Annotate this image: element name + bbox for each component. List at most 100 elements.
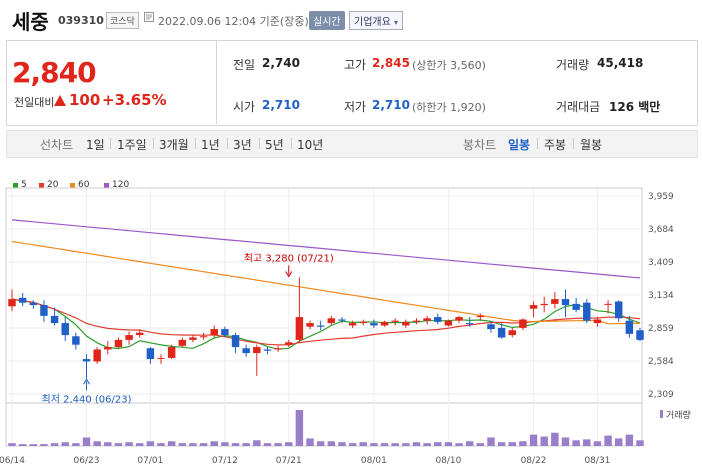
candle [306, 323, 314, 327]
candle [114, 339, 123, 348]
period-3y[interactable]: 3년 [233, 138, 252, 152]
volume-bar [476, 443, 485, 446]
y-tick-label: 3,409 [648, 258, 674, 268]
candle [625, 320, 634, 334]
legend-ma60: 60 [78, 180, 90, 190]
candle [572, 303, 580, 310]
candle [231, 335, 240, 348]
volume-bar [61, 442, 69, 446]
volume-bar [178, 443, 187, 446]
ma5-line [11, 298, 641, 350]
candle [455, 317, 463, 321]
volume-bar [93, 441, 101, 446]
low-label: 저가 [344, 100, 367, 114]
volume-bar [444, 442, 453, 446]
y-tick-label: 2,309 [648, 390, 674, 400]
candle [370, 323, 378, 326]
period-10y[interactable]: 10년 [297, 138, 324, 152]
candle [551, 299, 559, 304]
candle [61, 323, 69, 336]
candle [380, 321, 389, 326]
candle [593, 319, 602, 324]
volume-bar [285, 442, 293, 446]
volume-bar [8, 443, 16, 446]
volume-bar [423, 443, 431, 446]
y-tick-label: 2,859 [648, 324, 674, 334]
stock-code: 039310 [58, 14, 104, 27]
candle [423, 318, 431, 321]
high-annotation: 최고 3,280 (07/21) [244, 252, 334, 264]
volume-label: 거래량 [556, 58, 590, 72]
up-arrow-icon [54, 95, 66, 106]
realtime-button[interactable]: 실시간 [309, 11, 345, 30]
period-3m[interactable]: 3개월 [159, 138, 189, 152]
candle-weekly[interactable]: 주봉 [544, 138, 567, 152]
x-tick-label: 06/23 [74, 456, 100, 466]
current-price: 2,840 [12, 56, 97, 89]
divider [291, 138, 292, 149]
volume-bar [348, 443, 357, 446]
candle [285, 342, 293, 345]
clock-icon [144, 12, 154, 22]
change-value: 100 [69, 91, 101, 109]
candle [253, 347, 261, 354]
low-arrow-head [83, 378, 90, 385]
volume-bar [231, 443, 240, 446]
candle [604, 303, 612, 305]
volume-bar [508, 442, 516, 446]
company-info-dropdown[interactable]: 기업개요 ▾ [349, 11, 404, 30]
volume-bar [210, 441, 218, 446]
period-1y[interactable]: 1년 [201, 138, 220, 152]
volume-bar [306, 438, 314, 446]
volume-bar [50, 443, 59, 446]
volume-bar [402, 443, 410, 446]
volume-label: 거래량 [666, 409, 691, 421]
volume-bar [242, 443, 250, 446]
candle [8, 299, 16, 307]
candle [540, 303, 548, 306]
candle [636, 330, 644, 340]
period-1d[interactable]: 1일 [86, 138, 105, 152]
y-tick-label: 3,959 [648, 192, 674, 202]
y-tick-label: 3,134 [648, 291, 674, 301]
candle [487, 324, 495, 330]
line-chart-label: 선차트 [40, 138, 74, 152]
candle [157, 357, 165, 359]
volume-bar [540, 436, 548, 446]
candle [199, 336, 208, 338]
candle-monthly[interactable]: 월봉 [580, 138, 603, 152]
candle [327, 318, 336, 324]
candle [614, 301, 623, 319]
candle [210, 329, 218, 336]
volume-bar [625, 434, 634, 446]
candle [402, 321, 410, 326]
period-1w[interactable]: 1주일 [117, 138, 147, 152]
volume-bar [636, 440, 644, 446]
volume-value: 45,418 [597, 56, 644, 70]
x-tick-label: 07/01 [137, 456, 163, 466]
legend-swatch [39, 183, 44, 188]
low-value: 2,710 [372, 98, 410, 112]
volume-bar [583, 439, 591, 446]
candle [242, 348, 250, 354]
change-label: 전일대비 [14, 96, 55, 109]
prev-close-value: 2,740 [262, 56, 300, 70]
period-5y[interactable]: 5년 [265, 138, 284, 152]
divider [573, 138, 574, 149]
candle [519, 319, 527, 328]
candle [391, 320, 399, 322]
volume-bar [359, 442, 367, 446]
volume-bar [572, 440, 580, 446]
volume-bar [263, 443, 272, 446]
candle-daily[interactable]: 일봉 [508, 138, 531, 152]
open-label: 시가 [233, 100, 256, 114]
period-bar [6, 130, 698, 158]
company-info-label: 기업개요 [354, 17, 391, 28]
candle [274, 348, 282, 350]
candle [125, 335, 133, 340]
volume-bar [136, 443, 144, 446]
volume-bar [29, 444, 38, 446]
ma120-line [11, 219, 641, 279]
legend-swatch [104, 183, 109, 188]
